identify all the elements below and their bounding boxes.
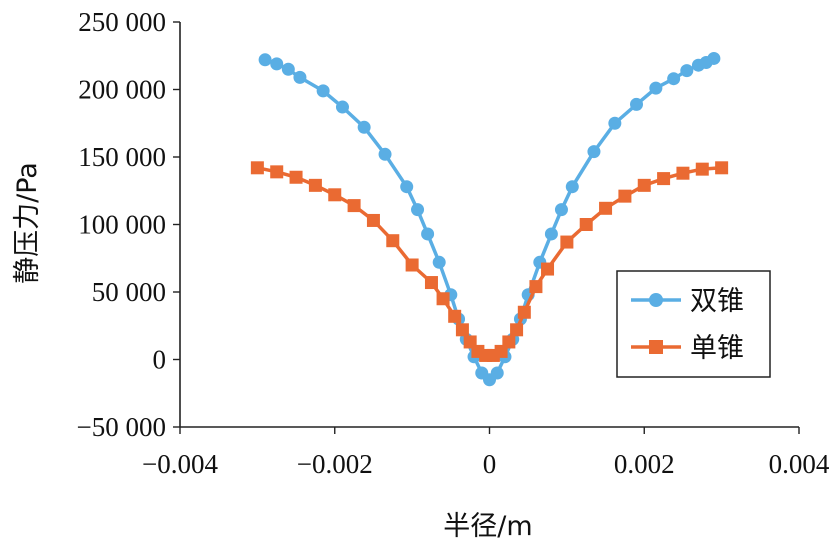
data-point [270, 57, 284, 71]
data-point [510, 323, 524, 337]
data-point [424, 276, 438, 290]
legend-label: 单锥 [690, 333, 744, 364]
data-point [357, 120, 371, 134]
data-point [565, 180, 579, 194]
y-tick-label: −50 000 [77, 412, 166, 442]
legend-label: 双锥 [690, 286, 744, 317]
data-point [316, 84, 330, 98]
data-point [680, 64, 694, 78]
data-point [421, 227, 435, 241]
x-axis-ticks: −0.004 −0.002 0 0.002 0.004 [142, 427, 830, 479]
data-point [630, 97, 644, 111]
y-tick-label: 100 000 [78, 210, 166, 240]
data-point [308, 178, 322, 192]
y-axis-ticks: 250 000 200 000 150 000 100 000 50 000 0 −50 0… [77, 7, 180, 442]
data-point [657, 172, 671, 186]
x-tick-label: −0.004 [142, 449, 218, 479]
data-point [289, 170, 303, 184]
data-point [386, 234, 400, 248]
data-point [517, 305, 531, 319]
data-point [366, 213, 380, 227]
data-point [293, 70, 307, 84]
series-layer [250, 51, 729, 387]
x-axis-title: 半径/m [443, 511, 532, 542]
data-point [436, 292, 450, 306]
data-point [378, 147, 392, 161]
data-point [579, 218, 593, 231]
y-tick-label: 200 000 [78, 75, 166, 105]
data-point [347, 199, 361, 213]
data-point [529, 280, 543, 294]
x-tick-label: −0.002 [297, 449, 373, 479]
y-tick-label: 0 [153, 345, 167, 375]
y-tick-label: 50 000 [92, 277, 166, 307]
data-point [405, 258, 419, 272]
data-point [400, 180, 414, 194]
data-point [544, 227, 558, 241]
data-point [608, 116, 622, 130]
legend-box [616, 270, 771, 378]
data-point [502, 335, 516, 349]
data-point [637, 178, 651, 192]
data-point [560, 235, 574, 249]
axes [179, 22, 799, 428]
legend-marker-square [649, 340, 663, 354]
data-point [250, 161, 264, 175]
data-point [618, 189, 632, 203]
data-point [587, 145, 601, 159]
data-point [715, 161, 729, 175]
legend-marker-circle [649, 293, 663, 307]
data-point [335, 100, 349, 114]
data-point [667, 72, 681, 86]
data-point [448, 309, 462, 323]
data-point [599, 201, 613, 215]
data-point [281, 62, 295, 76]
y-tick-label: 250 000 [78, 7, 166, 37]
data-point [270, 165, 284, 179]
data-point [328, 188, 342, 202]
data-point [554, 203, 568, 217]
y-axis-title: 静压力/Pa [12, 162, 43, 284]
data-point [455, 323, 469, 337]
data-point [649, 81, 663, 95]
data-point [411, 203, 425, 217]
y-tick-label: 150 000 [78, 142, 166, 172]
data-point [432, 255, 446, 269]
data-point [541, 262, 555, 276]
data-point [258, 53, 272, 67]
series-2 [250, 161, 729, 362]
x-tick-label: 0.004 [769, 449, 830, 479]
data-point [676, 166, 690, 180]
x-tick-label: 0.002 [614, 449, 675, 479]
data-point [490, 366, 504, 380]
data-point [695, 162, 709, 176]
data-point [707, 51, 721, 65]
x-tick-label: 0 [483, 449, 497, 479]
